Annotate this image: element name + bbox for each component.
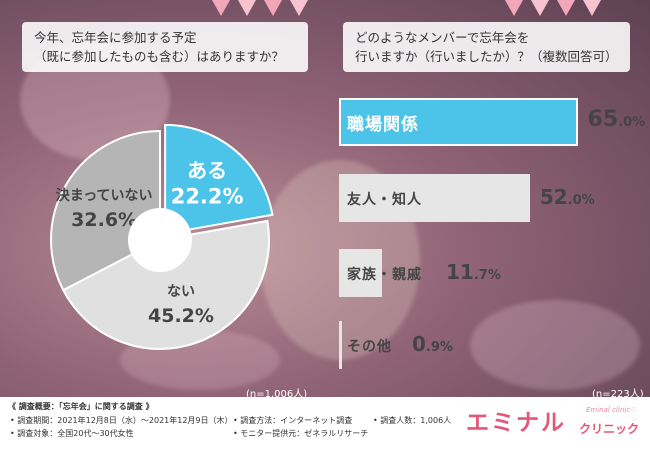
bar-3 [339,249,382,297]
brand-logo-sub: クリニック [579,422,640,436]
brand-logo-main: エミナル [466,410,566,436]
pie-slice-value: 45.2% [148,305,214,327]
pie-slice-value: 22.2% [171,185,244,209]
survey-title: 《 調査概要：「忘年会」に関する調査 》 [8,402,154,411]
brand-logo-roman: Eminal clinic♡ [586,406,637,414]
bar-value: 52.0% [539,185,595,209]
bokeh-decoration [470,300,640,390]
pie-slice-1 [164,123,274,236]
survey-count: • 調査人数：1,006人 [373,416,452,425]
bar-sample-size: (n=223人) [592,389,644,400]
bunting-flag [264,0,282,16]
survey-target: • 調査対象：全国20代～30代女性 [10,429,134,438]
pie-slice-label: 決まっていない [56,187,153,204]
bunting-flag [290,0,308,16]
bunting-flag [212,0,230,16]
bunting-flag [505,0,523,16]
bar-label: 職場関係 [347,115,419,135]
bunting-flag [557,0,575,16]
pie-question-box: 今年、忘年会に参加する予定 （既に参加したものも含む）はありますか？ [22,22,308,72]
bar-question-box: どのようなメンバーで忘年会を 行いますか（行いましたか）？（複数回答可） [343,22,630,72]
bar-question-line1: どのようなメンバーで忘年会を [355,30,530,45]
bar-2 [339,174,530,222]
bar-question-line2: 行いますか（行いましたか）？（複数回答可） [355,49,618,64]
bar-label: その他 [347,339,392,355]
bar-value: 0.9% [412,332,453,356]
bar-label: 友人・知人 [347,192,422,208]
pie-slice-label: ない [167,284,195,300]
survey-provider: • モニター提供元：ゼネラルリサーチ [233,429,369,438]
bunting-flag [238,0,256,16]
footer: 《 調査概要：「忘年会」に関する調査 》 • 調査期間：2021年12月8日（水… [0,397,650,450]
bar-value: 11.7% [446,260,501,284]
pie-question-line2: （既に参加したものも含む）はありますか？ [34,49,285,64]
bar-label: 家族・親戚 [347,267,422,283]
pie-slice-label: ある [187,159,227,183]
bar-1 [339,98,578,146]
bunting-flag [583,0,601,16]
survey-period: • 調査期間：2021年12月8日（水）～2021年12月9日（木） [10,416,233,425]
bunting-flag [531,0,549,16]
bar-4 [339,321,343,369]
pie-slice-2 [61,219,270,350]
pie-question-line1: 今年、忘年会に参加する予定 [34,30,197,45]
pie-sample-size: (n=1,006人) [246,389,308,400]
pie-slice-value: 32.6% [71,209,137,231]
survey-method: • 調査方法：インターネット調査 [233,416,353,425]
pie-center-hole [128,208,192,272]
bar-value: 65.0% [587,107,646,132]
